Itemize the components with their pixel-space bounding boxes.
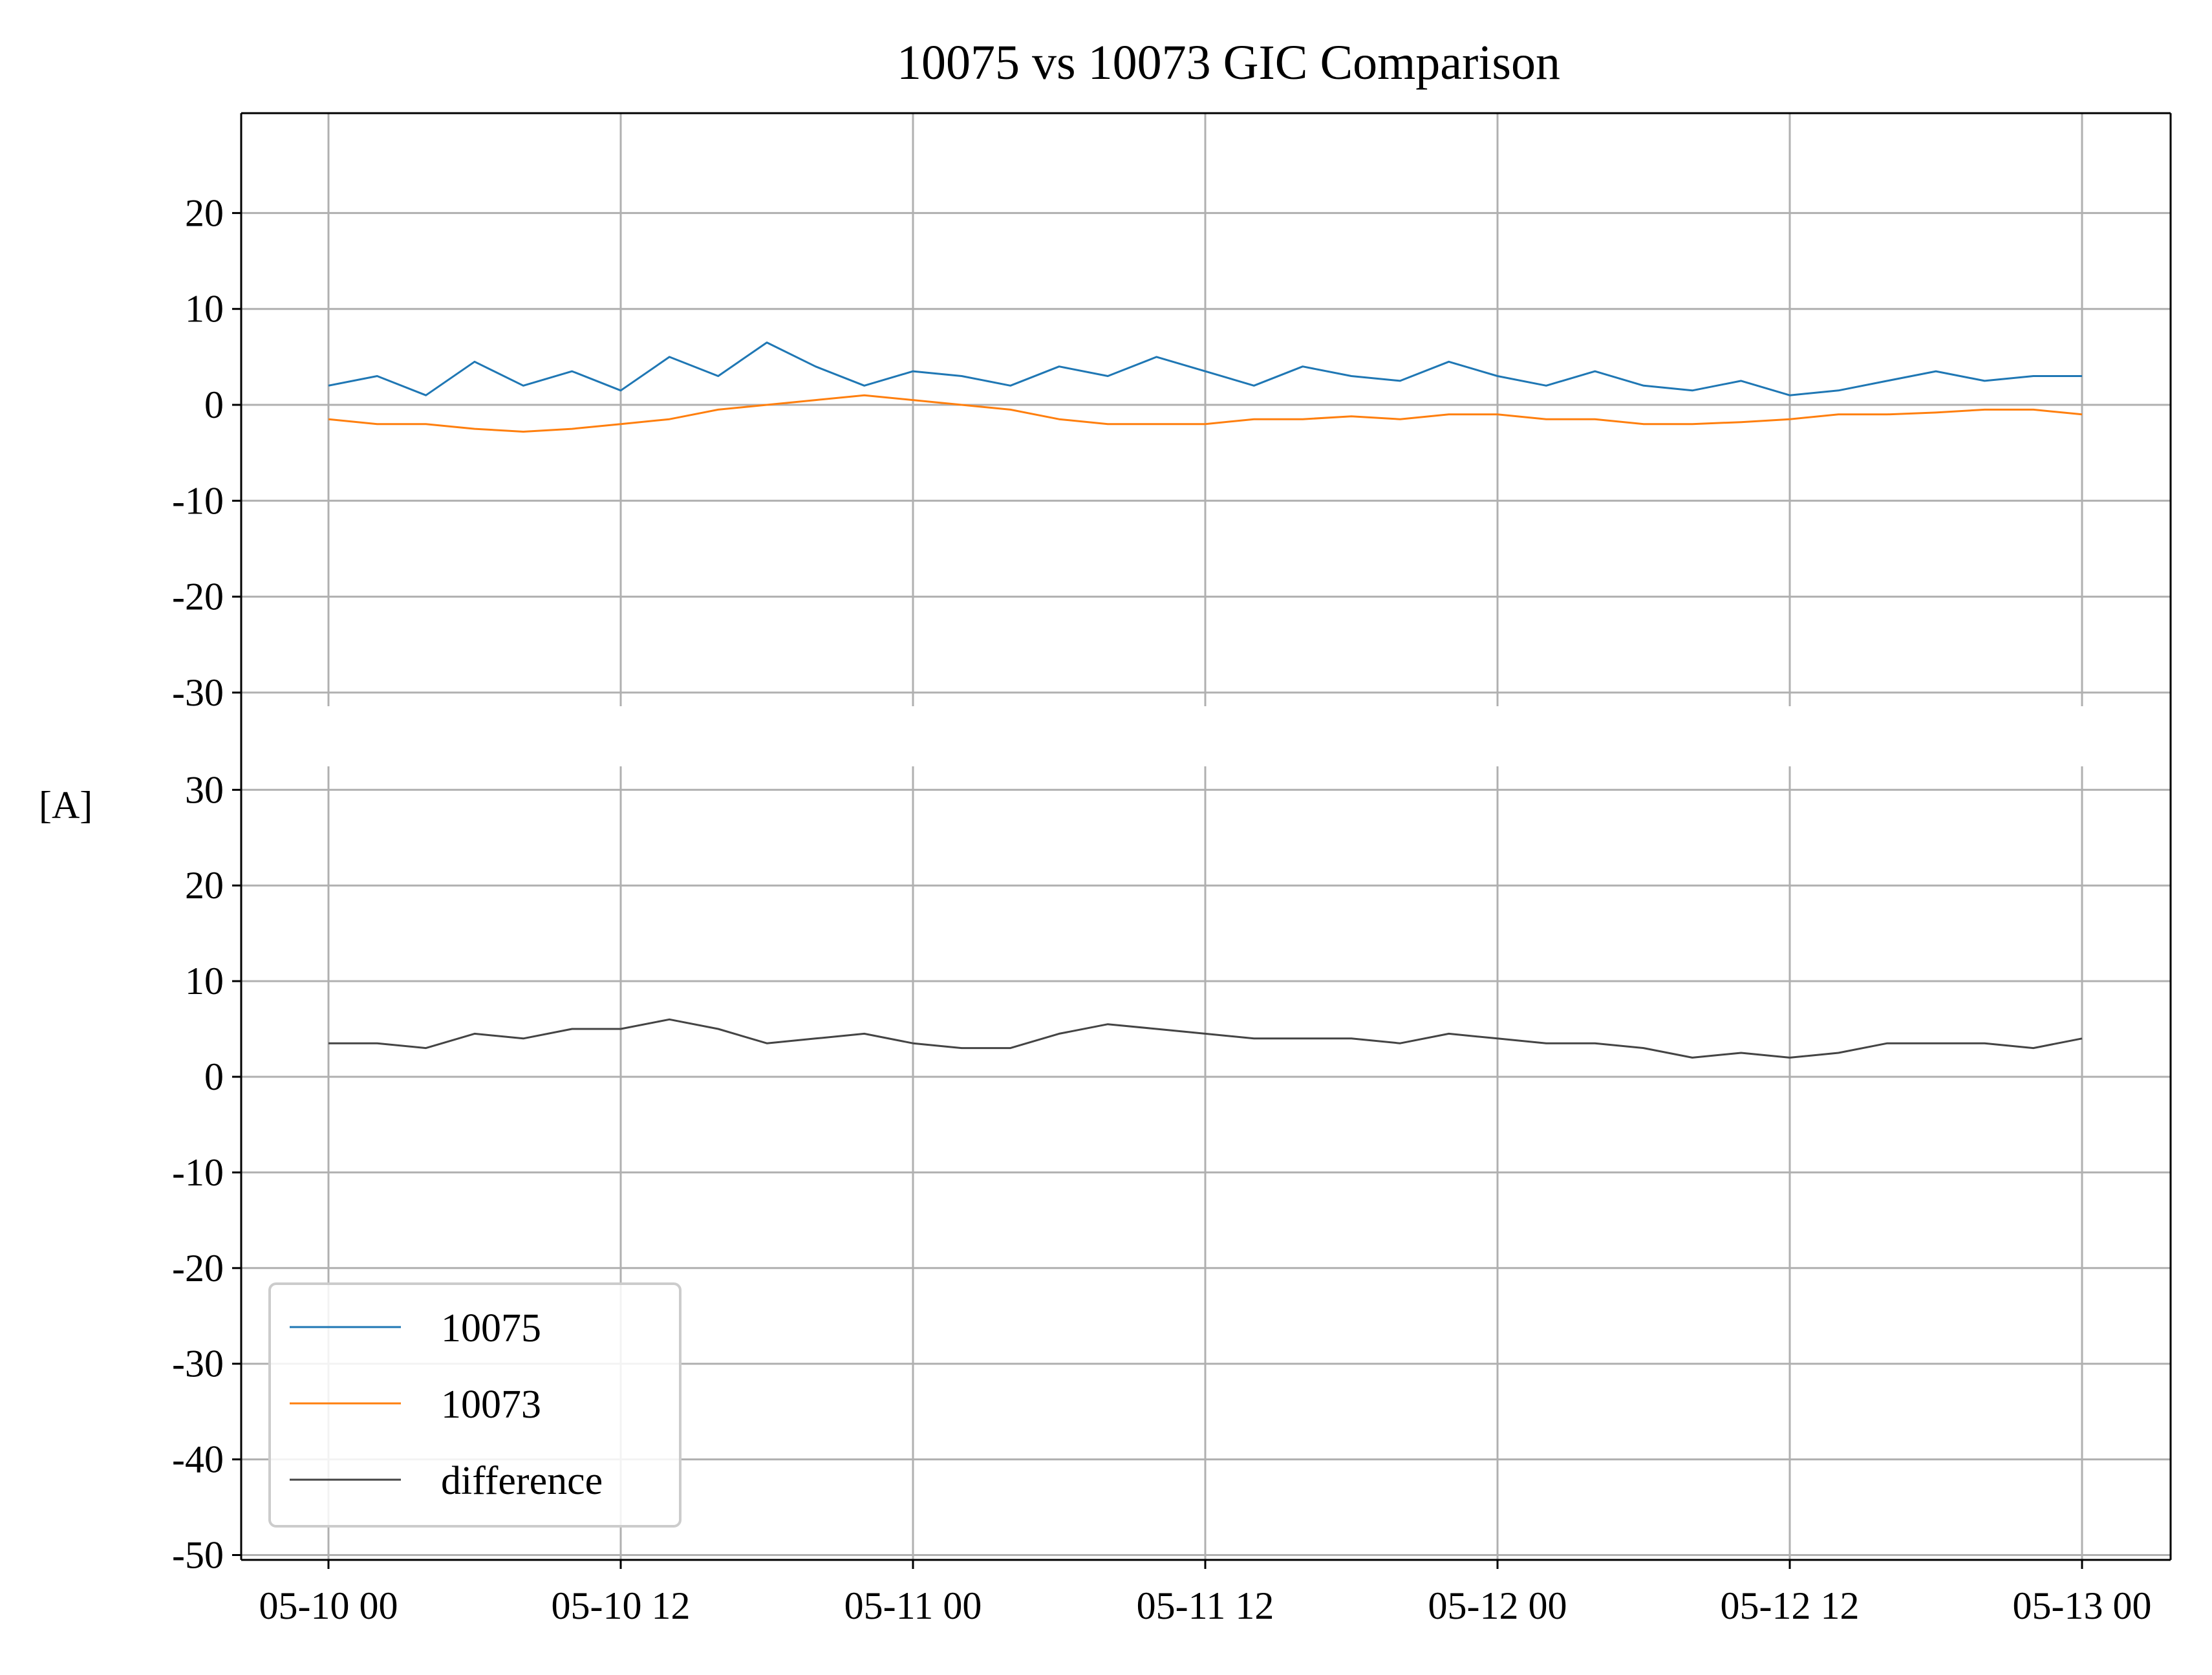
y-tick-label: -20 xyxy=(172,576,224,618)
legend-label-10075: 10075 xyxy=(441,1306,541,1350)
y-tick-label: 20 xyxy=(185,191,224,234)
bottom-panel-series xyxy=(328,1018,2083,1059)
series-line-10075 xyxy=(328,341,2082,396)
y-tick-label: -10 xyxy=(172,479,224,522)
grid-lines xyxy=(241,113,2171,1560)
y-tick-label: -30 xyxy=(172,671,224,714)
y-tick-label: -50 xyxy=(172,1534,224,1577)
top-panel-series xyxy=(328,341,2083,433)
y-tick-label: -30 xyxy=(172,1343,224,1385)
y-tick-label: -40 xyxy=(172,1438,224,1481)
series-line-difference xyxy=(328,1018,2083,1059)
y-tick-label: 30 xyxy=(185,768,224,811)
legend: 10075 10073 difference xyxy=(268,1282,682,1528)
x-tick-label: 05-10 00 xyxy=(259,1584,398,1627)
y-tick-label: 0 xyxy=(204,1055,224,1098)
x-tick-label: 05-13 00 xyxy=(2013,1584,2152,1627)
axes: 05-10 00 05-10 12 05-11 00 05-11 12 05-12 00… xyxy=(172,112,2172,1627)
chart-title: 10075 vs 10073 GIC Comparison xyxy=(897,36,1560,90)
legend-label-difference: difference xyxy=(441,1459,603,1503)
y-tick-label: -20 xyxy=(172,1247,224,1290)
legend-box xyxy=(268,1282,682,1528)
x-tick-label: 05-12 00 xyxy=(1428,1584,1567,1627)
legend-label-10073: 10073 xyxy=(441,1383,541,1427)
y-tick-label: 10 xyxy=(185,960,224,1002)
series-line-10073 xyxy=(328,394,2083,433)
x-tick-label: 05-11 00 xyxy=(844,1584,982,1627)
y-tick-label: -10 xyxy=(172,1151,224,1194)
y-tick-label: 0 xyxy=(204,384,224,426)
y-tick-label: 20 xyxy=(185,864,224,907)
y-axis-label: [A] xyxy=(39,784,92,827)
y-tick-label: 10 xyxy=(185,288,224,330)
x-tick-label: 05-10 12 xyxy=(552,1584,691,1627)
x-tick-label: 05-11 12 xyxy=(1137,1584,1274,1627)
x-tick-label: 05-12 12 xyxy=(1721,1584,1860,1627)
